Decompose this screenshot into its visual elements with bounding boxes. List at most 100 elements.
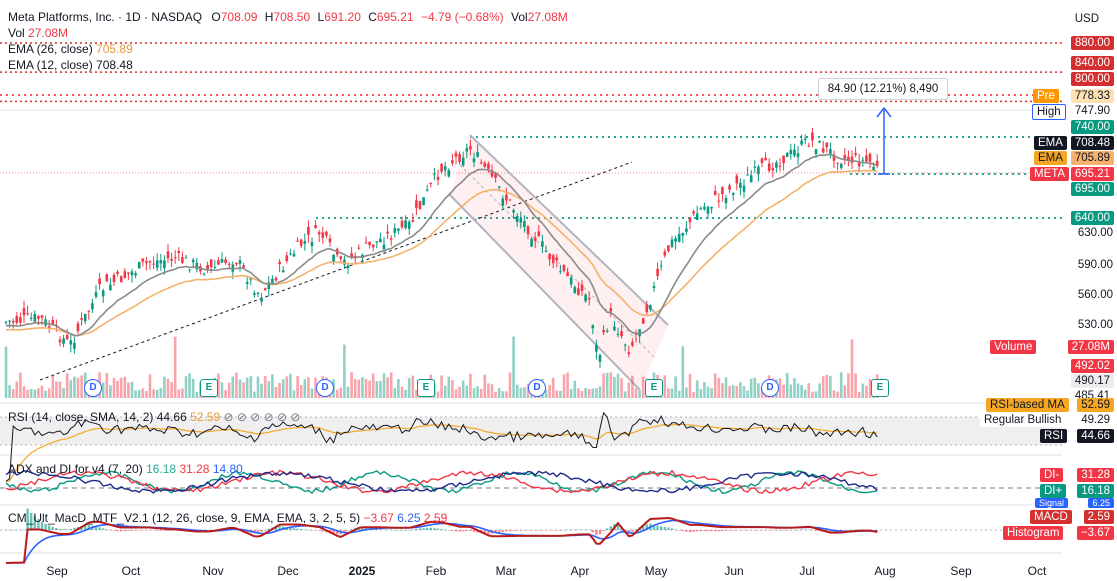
macd-histogram-bar [289, 527, 292, 530]
volume-bar [710, 388, 713, 398]
candle-body [209, 259, 213, 268]
candle-body [130, 271, 134, 276]
earnings-icon[interactable]: E [200, 379, 218, 397]
volume-bar [235, 372, 238, 398]
pre-value-tag: 778.33 [1070, 89, 1114, 103]
candle-body [397, 228, 400, 231]
candle-body [472, 158, 476, 163]
dividend-icon[interactable]: D [761, 379, 779, 397]
volume-bar [29, 388, 33, 398]
candle-body [220, 259, 224, 263]
candle-body [404, 220, 407, 228]
macd-histogram-bar [66, 529, 69, 530]
channel-bottom [449, 194, 641, 391]
candle-body [667, 245, 670, 252]
volume-bar [620, 378, 623, 398]
macd-histogram-bar [602, 530, 605, 531]
macd-histogram-bar [818, 530, 821, 532]
dividend-icon[interactable]: D [316, 379, 334, 397]
volume-bar [364, 378, 368, 398]
candle-body [854, 153, 857, 155]
candle-body [663, 251, 667, 256]
volume-bar [735, 385, 739, 398]
level-840-tag: 840.00 [1070, 56, 1114, 70]
volume-bar [584, 387, 587, 398]
volume-bar [62, 387, 65, 398]
volume-bar [757, 383, 760, 398]
high-label-tag: High [1032, 104, 1066, 120]
rsi-ma-label-tag: RSI-based MA [986, 398, 1069, 412]
volume-bar [37, 388, 40, 398]
macd-histogram-bar [559, 530, 562, 531]
macd-histogram-bar [681, 530, 684, 532]
candle-body [767, 163, 771, 171]
candle-body [861, 159, 865, 161]
volume-bar [145, 390, 148, 398]
candle-body [371, 244, 375, 248]
candle-body [577, 288, 580, 296]
macd-histogram-bar [264, 529, 267, 531]
macd-legend[interactable]: CM_Ult_MacD_MTF_V2.1 (12, 26, close, 9, … [8, 511, 447, 525]
volume-bar [177, 389, 181, 398]
high-label: H [264, 10, 274, 24]
ema26-legend[interactable]: EMA (26, close) 705.89 [8, 42, 133, 56]
volume-bar [299, 384, 303, 398]
candle-body [605, 330, 609, 332]
volume-bar [170, 382, 173, 398]
volume-bar [566, 372, 569, 398]
candle-body [328, 238, 332, 243]
macd-histogram-bar [616, 522, 620, 530]
earnings-icon[interactable]: E [645, 379, 663, 397]
macd-histogram-bar [22, 529, 26, 531]
macd-histogram-bar [760, 530, 764, 531]
volume-bar [47, 388, 51, 398]
macd-histogram-bar [814, 530, 818, 531]
currency-label[interactable]: USD [1074, 13, 1099, 25]
macd-label-tag: MACD [1030, 510, 1072, 524]
dividend-icon[interactable]: D [528, 379, 546, 397]
volume-bar [361, 377, 364, 398]
volume-bar [681, 346, 685, 398]
macd-value-tag: 2.59 [1083, 510, 1114, 524]
volume-bar [296, 375, 299, 398]
dividend-icon[interactable]: D [84, 379, 102, 397]
candle-body [829, 149, 832, 154]
volume-bar [69, 380, 73, 398]
macd-histogram-bar [404, 529, 407, 531]
candle-body [159, 260, 163, 264]
earnings-icon[interactable]: E [417, 379, 435, 397]
macd-histogram-bar [274, 526, 278, 530]
macd-histogram-bar [62, 529, 65, 530]
volume-bar [249, 376, 253, 398]
candle-body [166, 251, 170, 259]
candle-body [526, 226, 530, 235]
candle-body [418, 200, 422, 209]
macd-histogram-bar [570, 529, 573, 531]
earnings-icon[interactable]: E [871, 379, 889, 397]
volume-bar [800, 385, 803, 398]
candle-body [242, 265, 245, 268]
rsi-legend[interactable]: RSI (14, close, SMA, 14, 2) 44.66 52.59 … [8, 410, 300, 424]
volume-legend[interactable]: Vol 27.08M [8, 26, 68, 40]
volume-bar [112, 377, 116, 398]
candle-body [703, 206, 706, 210]
candle-body [497, 186, 501, 188]
candle-body [706, 206, 710, 214]
candle-body [285, 255, 289, 261]
macd-histogram-bar [696, 530, 699, 532]
candle-body [569, 277, 573, 285]
ema12-legend[interactable]: EMA (12, close) 708.48 [8, 58, 133, 72]
adx-legend[interactable]: ADX and DI for v4 (7, 20) 16.18 31.28 14… [8, 462, 243, 476]
level-695-tag: 695.00 [1070, 182, 1114, 196]
candle-body [757, 166, 760, 175]
volume-bar [451, 380, 454, 398]
macd-histogram-bar [170, 530, 173, 531]
candle-body [202, 273, 206, 275]
candle-body [811, 132, 814, 141]
candle-body [721, 187, 724, 195]
candle-body [382, 244, 386, 250]
macd-histogram-bar [296, 528, 299, 530]
candle-body [321, 232, 325, 238]
